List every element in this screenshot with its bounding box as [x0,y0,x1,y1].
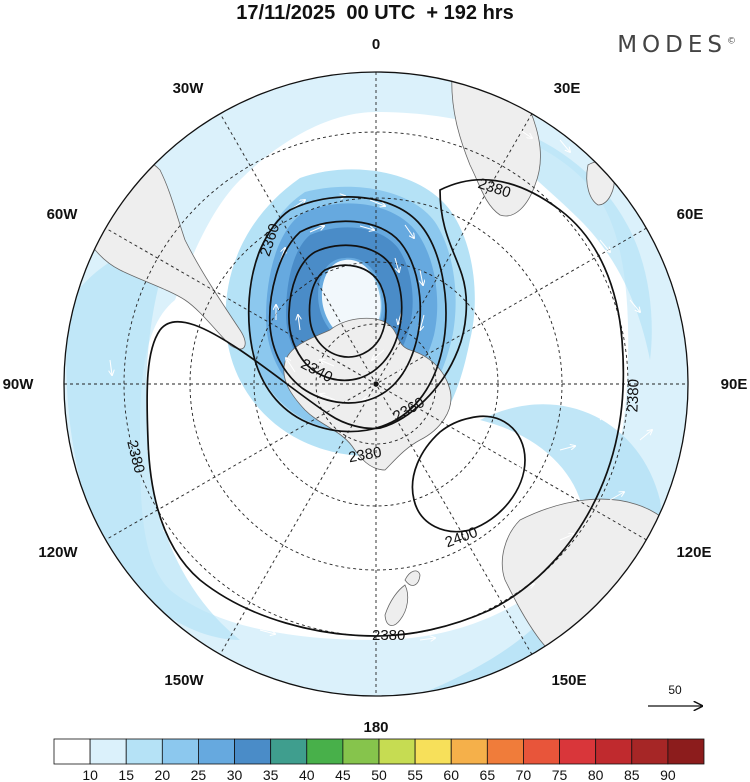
modes-logo: MODES© [617,32,736,58]
colorbar-tick-label: 35 [263,767,279,782]
longitude-labels: 0 30E 60E 90E 120E 150E 180 150W 120W 90… [3,36,748,736]
colorbar-swatch [414,738,452,765]
contour-label: 2380 [372,627,405,644]
contour-label: 2380 [347,444,383,467]
lon-label-120e: 120E [676,544,711,561]
lon-label-60w: 60W [47,206,79,223]
colorbar-swatch [53,738,91,765]
lon-label-30w: 30W [173,80,205,97]
colorbar-swatch [125,738,163,765]
colorbar-tick-label: 80 [588,767,604,782]
lon-label-150w: 150W [164,672,204,689]
logo-copyright-mark: © [727,36,736,47]
map-outline [63,71,689,697]
colorbar-tick-label: 90 [660,767,676,782]
logo-text: MODES [617,32,727,58]
colorbar-tick-label: 65 [480,767,496,782]
colorbar-swatch [342,738,380,765]
lon-label-180: 180 [363,719,388,736]
contour-2380-main [146,178,625,637]
colorbar-tick-label: 75 [552,767,568,782]
colorbar-tick-label: 30 [227,767,243,782]
contour-2320 [288,244,403,382]
lon-label-0: 0 [372,36,380,53]
colorbar-tick-label: 60 [443,767,459,782]
colorbar-swatch [306,738,344,765]
land-antarctica [283,317,452,471]
colorbar-tick-label: 45 [335,767,351,782]
height-contours [146,178,625,637]
colorbar-tick-label: 55 [407,767,423,782]
lon-label-30e: 30E [554,80,581,97]
contour-2360-inner [308,264,387,358]
colorbar-tick-label: 15 [118,767,134,782]
colorbar-swatch [486,738,524,765]
colorbar-swatch [559,738,597,765]
colorbar-swatch [450,738,488,765]
contour-label: 2380 [624,379,642,413]
colorbar-tick-label: 20 [155,767,171,782]
colorbar-tick-label: 10 [82,767,98,782]
contour-2340 [268,220,422,404]
vector-reference: 50 [648,683,702,706]
colorbar: 10 15 20 25 30 35 40 45 50 55 60 65 70 75 80 85 90 [53,738,705,782]
lon-label-120w: 120W [38,544,78,561]
wind-shading-northeast-band [480,120,652,360]
colorbar-swatch [631,738,669,765]
colorbar-swatch [234,738,272,765]
contour-2360 [247,196,447,433]
lon-label-90w: 90W [3,376,35,393]
land-new-zealand-north [404,570,421,586]
land-new-zealand [384,584,409,626]
colorbar-swatch [161,738,199,765]
colorbar-swatch [667,738,705,765]
colorbar-swatch [595,738,633,765]
colorbar-swatch [89,738,127,765]
colorbar-swatch [198,738,235,765]
vector-reference-label: 50 [668,683,682,697]
lon-label-150e: 150E [551,672,586,689]
lon-label-90e: 90E [721,376,748,393]
colorbar-swatch [523,738,560,765]
colorbar-swatch [378,738,416,765]
colorbar-tick-label: 40 [299,767,315,782]
map-title: 17/11/2025 00 UTC + 192 hrs [236,2,514,24]
lon-label-60e: 60E [677,206,704,223]
colorbar-swatch [270,738,308,765]
contour-2400 [411,415,526,533]
pole-marker [373,381,379,387]
colorbar-tick-label: 70 [516,767,532,782]
wind-shading-west-band [66,247,240,640]
colorbar-tick-label: 50 [371,767,387,782]
colorbar-tick-label: 25 [191,767,207,782]
colorbar-tick-label: 85 [624,767,640,782]
